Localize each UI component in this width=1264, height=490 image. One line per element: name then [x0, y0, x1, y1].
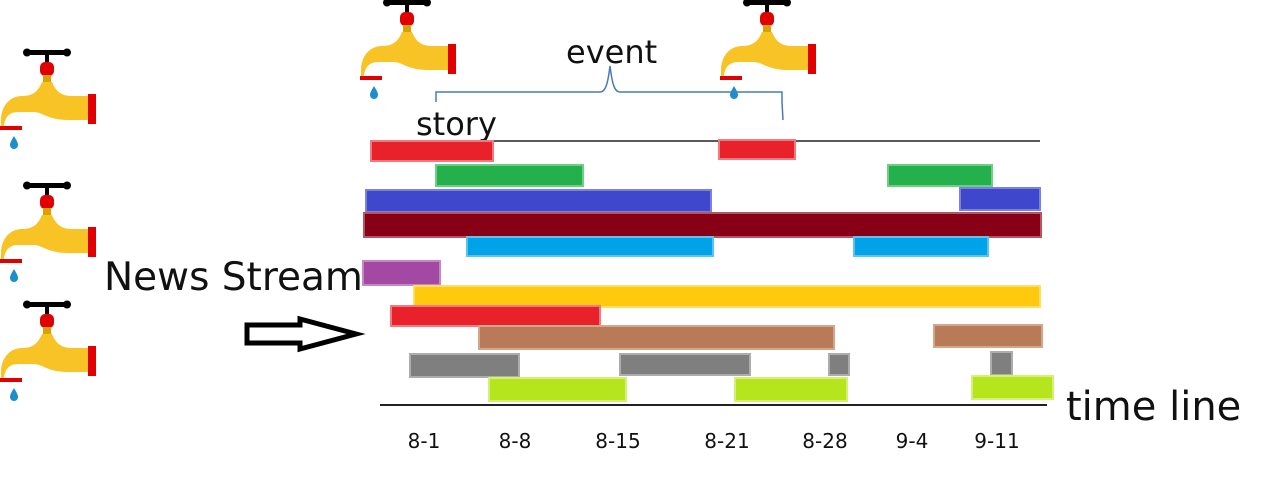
- story-bar: [370, 140, 494, 162]
- story-bar: [390, 305, 601, 327]
- event-brace: [435, 65, 783, 102]
- story-bar: [853, 236, 989, 257]
- story-bar: [887, 164, 993, 187]
- tick-label: 8-15: [595, 429, 640, 453]
- faucet-icon: [0, 48, 96, 149]
- faucet-icon: [720, 0, 816, 99]
- news-stream-label: News Stream: [104, 255, 363, 300]
- faucet-icon: [360, 0, 456, 99]
- story-bar: [619, 353, 751, 376]
- tick-label: 8-21: [704, 429, 749, 453]
- tick-label: 8-1: [408, 429, 441, 453]
- story-bar: [990, 351, 1013, 376]
- story-bar: [466, 236, 714, 257]
- story-bar: [362, 260, 441, 286]
- story-bar: [413, 285, 1041, 308]
- story-bar: [971, 375, 1054, 400]
- story-bars: [362, 139, 1054, 402]
- story-bar: [409, 353, 520, 378]
- story-bar: [435, 164, 584, 187]
- story-bar: [933, 324, 1043, 348]
- faucet-icon: [0, 300, 96, 401]
- story-bar: [734, 377, 848, 402]
- tick-label: 8-8: [499, 429, 532, 453]
- tick-label: 8-28: [802, 429, 847, 453]
- story-bar: [718, 139, 796, 160]
- story-bar: [363, 212, 1042, 238]
- event-label: event: [566, 33, 657, 71]
- right-arrow-icon: [244, 315, 366, 353]
- story-bar: [365, 189, 712, 213]
- story-bar: [959, 187, 1041, 211]
- time-line-label: time line: [1066, 384, 1241, 430]
- faucet-icon: [0, 181, 96, 282]
- story-bar: [478, 325, 835, 350]
- story-bar: [828, 353, 850, 376]
- brace-tick: [781, 101, 784, 121]
- story-bar: [488, 377, 627, 402]
- tick-label: 9-11: [974, 429, 1019, 453]
- story-label: story: [416, 105, 497, 143]
- timeline-ticks: 8-1 8-8 8-15 8-21 8-28 9-4 9-11: [408, 429, 1020, 453]
- tick-label: 9-4: [896, 429, 929, 453]
